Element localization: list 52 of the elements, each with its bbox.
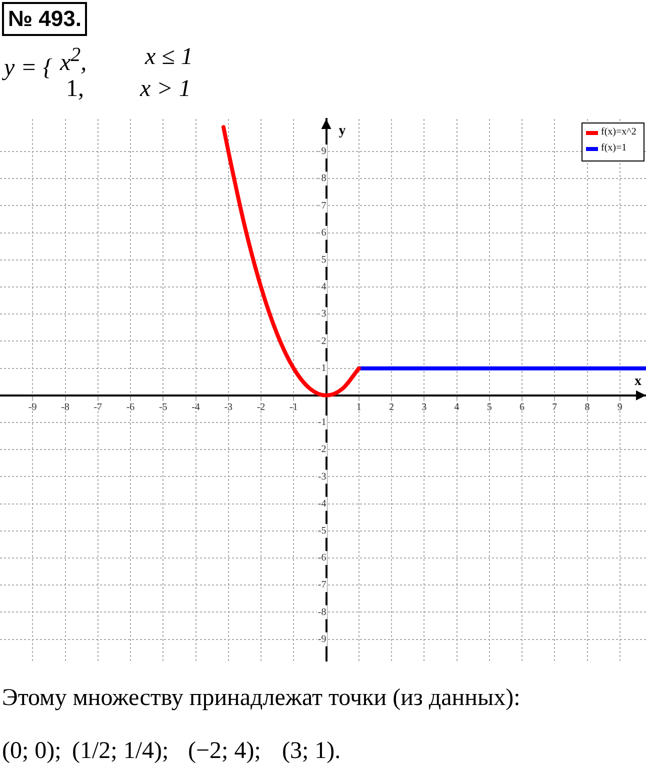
text: (1/2; 1/4); — [72, 738, 169, 765]
x-tick-label: -9 — [28, 402, 37, 414]
y-tick-label: -5 — [318, 526, 326, 537]
text: x$^{2}$, — [60, 44, 87, 77]
y-tick-label: -8 — [318, 606, 326, 618]
x-tick-label: 9 — [617, 402, 622, 414]
x-tick-label: -4 — [192, 402, 200, 414]
x-tick-label: -3 — [224, 402, 233, 414]
x-tick-label: -1 — [289, 402, 298, 414]
x-tick-label: 8 — [584, 402, 590, 414]
x-tick-label: -6 — [126, 402, 135, 414]
legend-label: f(x)=1 — [601, 142, 627, 154]
x-tick-label: 4 — [454, 402, 460, 414]
x-tick-label: -8 — [61, 402, 70, 414]
y-tick-label: 6 — [321, 227, 326, 238]
x-tick-label: -5 — [158, 402, 168, 414]
y-tick-label: -6 — [318, 552, 326, 564]
text: (0; 0); — [2, 738, 62, 765]
legend-label: f(x)=x^2 — [601, 126, 636, 138]
y-tick-label: -1 — [318, 417, 326, 428]
line-series — [221, 125, 361, 398]
chart-title: № 493. — [2, 2, 88, 36]
x-tick-label: 6 — [520, 402, 525, 414]
y-tick-label: -4 — [318, 498, 326, 510]
y-tick-label: 9 — [321, 146, 326, 158]
x-tick-label: -7 — [94, 402, 102, 414]
x-tick-label: 2 — [389, 402, 394, 414]
y-tick-label: 4 — [321, 282, 326, 293]
y-tick-label: -7 — [318, 580, 326, 591]
y-tick-label: 5 — [321, 254, 326, 266]
x-axis-title: x — [634, 374, 642, 390]
text: (−2; 4); — [188, 738, 261, 765]
y-tick-label: -2 — [318, 444, 326, 456]
y-tick-label: 7 — [321, 200, 326, 212]
text: 1, — [66, 76, 84, 103]
text: Этому множеству принадлежат точки (из данных): — [2, 685, 520, 712]
text: (3; 1). — [282, 738, 341, 765]
y-axis-title: y — [338, 124, 346, 139]
y-tick-label: 1 — [321, 362, 326, 374]
text: x > 1 — [140, 76, 191, 103]
text: x ≤ 1 — [145, 44, 193, 71]
x-tick-label: -2 — [256, 402, 266, 414]
x-tick-label: 3 — [422, 402, 427, 414]
text: y = { — [4, 55, 52, 82]
y-tick-label: -9 — [318, 634, 326, 645]
x-tick-label: 5 — [486, 402, 492, 414]
x-tick-label: 7 — [552, 402, 558, 414]
x-tick-label: 1 — [356, 402, 362, 414]
y-tick-label: 2 — [321, 336, 326, 347]
y-tick-label: -3 — [318, 471, 326, 482]
y-tick-label: 8 — [321, 173, 326, 184]
y-tick-label: 3 — [321, 308, 326, 320]
